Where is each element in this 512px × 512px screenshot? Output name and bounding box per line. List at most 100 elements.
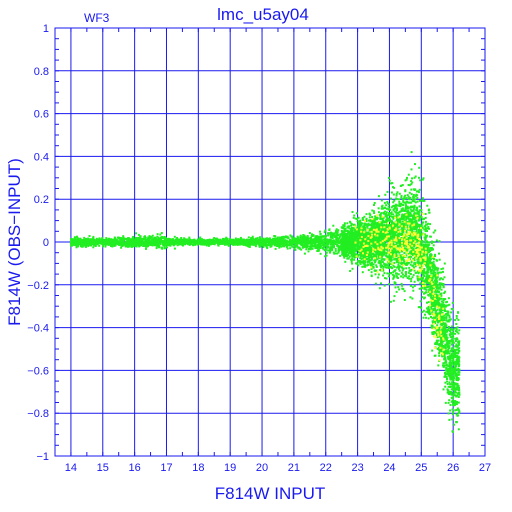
- green-point: [322, 235, 325, 238]
- green-point: [166, 244, 169, 246]
- green-point: [151, 234, 154, 237]
- green-point: [428, 227, 430, 230]
- green-point: [338, 249, 340, 252]
- green-point: [118, 237, 121, 240]
- green-point: [431, 240, 433, 243]
- green-point: [79, 238, 82, 241]
- green-point: [372, 219, 375, 222]
- green-point: [293, 247, 296, 250]
- green-point: [394, 255, 397, 257]
- green-point: [452, 367, 455, 370]
- green-point: [411, 242, 414, 245]
- green-point: [456, 338, 459, 341]
- green-point: [350, 252, 353, 255]
- green-point: [431, 349, 434, 352]
- green-point: [437, 343, 440, 346]
- green-point: [383, 252, 386, 255]
- green-point: [382, 268, 385, 271]
- green-point: [424, 243, 426, 246]
- green-point: [454, 337, 457, 340]
- green-point: [421, 290, 424, 293]
- green-point: [426, 285, 428, 288]
- green-point: [442, 317, 445, 320]
- green-point: [327, 232, 329, 235]
- green-point: [403, 201, 406, 204]
- green-point: [456, 357, 459, 360]
- green-point: [415, 247, 418, 250]
- green-point: [441, 348, 443, 351]
- green-point: [128, 245, 131, 248]
- green-point: [413, 200, 416, 203]
- green-point: [375, 248, 378, 251]
- green-point: [321, 239, 324, 242]
- green-point: [300, 240, 303, 243]
- green-point: [405, 275, 408, 278]
- green-point: [407, 256, 410, 259]
- green-point: [433, 265, 436, 268]
- green-point: [421, 270, 424, 273]
- green-point: [445, 343, 448, 346]
- green-point: [428, 285, 431, 288]
- green-point: [359, 225, 362, 228]
- green-point: [440, 349, 443, 352]
- green-point: [364, 264, 366, 267]
- green-point: [314, 246, 317, 249]
- green-point: [324, 255, 327, 258]
- green-point: [157, 237, 160, 240]
- green-point: [180, 243, 183, 246]
- green-point: [426, 256, 429, 258]
- green-point: [383, 284, 386, 287]
- green-point: [416, 197, 419, 199]
- green-point: [447, 327, 450, 330]
- green-point: [425, 272, 428, 275]
- green-point: [149, 237, 152, 239]
- green-point: [127, 245, 129, 248]
- green-point: [372, 241, 375, 244]
- green-point: [458, 340, 461, 343]
- green-point: [352, 255, 355, 258]
- green-point: [98, 244, 101, 247]
- green-point: [405, 231, 408, 233]
- green-point: [382, 274, 385, 277]
- green-point: [451, 362, 454, 365]
- green-point: [335, 230, 338, 233]
- green-point: [388, 225, 391, 228]
- green-point: [440, 288, 443, 291]
- green-point: [354, 217, 357, 220]
- green-point: [442, 270, 444, 273]
- green-point: [445, 369, 448, 372]
- green-point: [424, 248, 427, 251]
- green-point: [356, 218, 359, 220]
- green-point: [357, 254, 359, 257]
- green-point: [404, 202, 407, 205]
- green-point: [215, 237, 218, 240]
- green-point: [371, 227, 374, 230]
- green-point: [416, 207, 419, 210]
- green-point: [389, 257, 392, 260]
- green-point: [223, 243, 226, 246]
- green-point: [299, 241, 302, 244]
- green-point: [337, 229, 340, 232]
- green-point: [336, 237, 339, 240]
- green-point: [311, 247, 314, 250]
- green-point: [432, 273, 435, 275]
- green-point: [438, 352, 441, 355]
- green-point: [419, 179, 422, 182]
- green-point: [429, 235, 432, 238]
- green-point: [321, 241, 324, 244]
- green-point: [441, 328, 444, 331]
- green-point: [389, 208, 392, 211]
- green-point: [415, 194, 417, 197]
- green-point: [136, 241, 139, 244]
- green-point: [396, 212, 399, 215]
- green-point: [365, 213, 368, 216]
- green-point: [356, 230, 359, 233]
- green-point: [344, 227, 347, 230]
- green-point: [449, 404, 452, 406]
- green-point: [409, 284, 412, 287]
- green-point: [442, 298, 445, 300]
- green-point: [443, 354, 446, 356]
- green-point: [376, 222, 379, 224]
- green-point: [438, 335, 441, 338]
- green-point: [448, 303, 451, 306]
